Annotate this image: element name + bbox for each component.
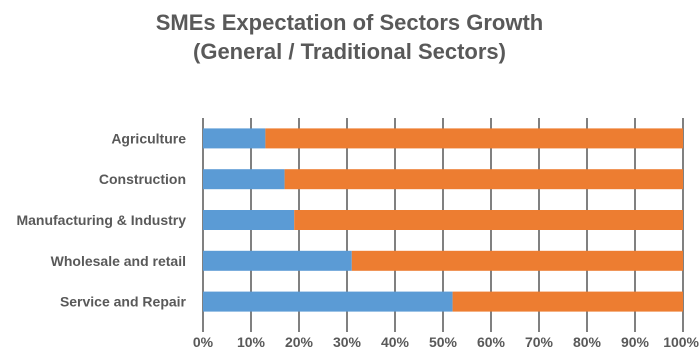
x-tick-label: 10%: [237, 334, 266, 350]
bar-segment-series-2: [351, 250, 683, 271]
bar-segment-series-1: [203, 250, 352, 271]
x-tick-label: 90%: [621, 334, 650, 350]
x-tick-label: 40%: [381, 334, 410, 350]
x-tick-label: 80%: [573, 334, 602, 350]
bar-segment-series-2: [265, 128, 683, 149]
bar-segment-series-1: [203, 291, 453, 312]
category-label: Service and Repair: [60, 294, 187, 310]
x-tick-label: 20%: [285, 334, 314, 350]
chart-title: SMEs Expectation of Sectors Growth (Gene…: [0, 8, 699, 66]
category-label: Manufacturing & Industry: [16, 212, 186, 228]
bar-segment-series-2: [284, 169, 683, 190]
chart-title-line-1: SMEs Expectation of Sectors Growth: [155, 10, 544, 35]
x-tick-label: 0%: [193, 334, 214, 350]
chart-title-line-2: (General / Traditional Sectors): [193, 39, 506, 64]
category-label: Construction: [99, 171, 186, 187]
x-tick-label: 30%: [333, 334, 362, 350]
bar-segment-series-2: [294, 210, 683, 230]
x-tick-label: 60%: [477, 334, 506, 350]
bar-segment-series-1: [203, 210, 295, 230]
bar-segment-series-1: [203, 128, 266, 149]
x-tick-label: 50%: [429, 334, 458, 350]
bar-segment-series-2: [452, 291, 683, 312]
bar-segment-series-1: [203, 169, 285, 190]
x-tick-label: 100%: [663, 334, 699, 350]
category-label: Agriculture: [111, 130, 186, 146]
category-label: Wholesale and retail: [51, 253, 186, 269]
x-tick-label: 70%: [525, 334, 554, 350]
